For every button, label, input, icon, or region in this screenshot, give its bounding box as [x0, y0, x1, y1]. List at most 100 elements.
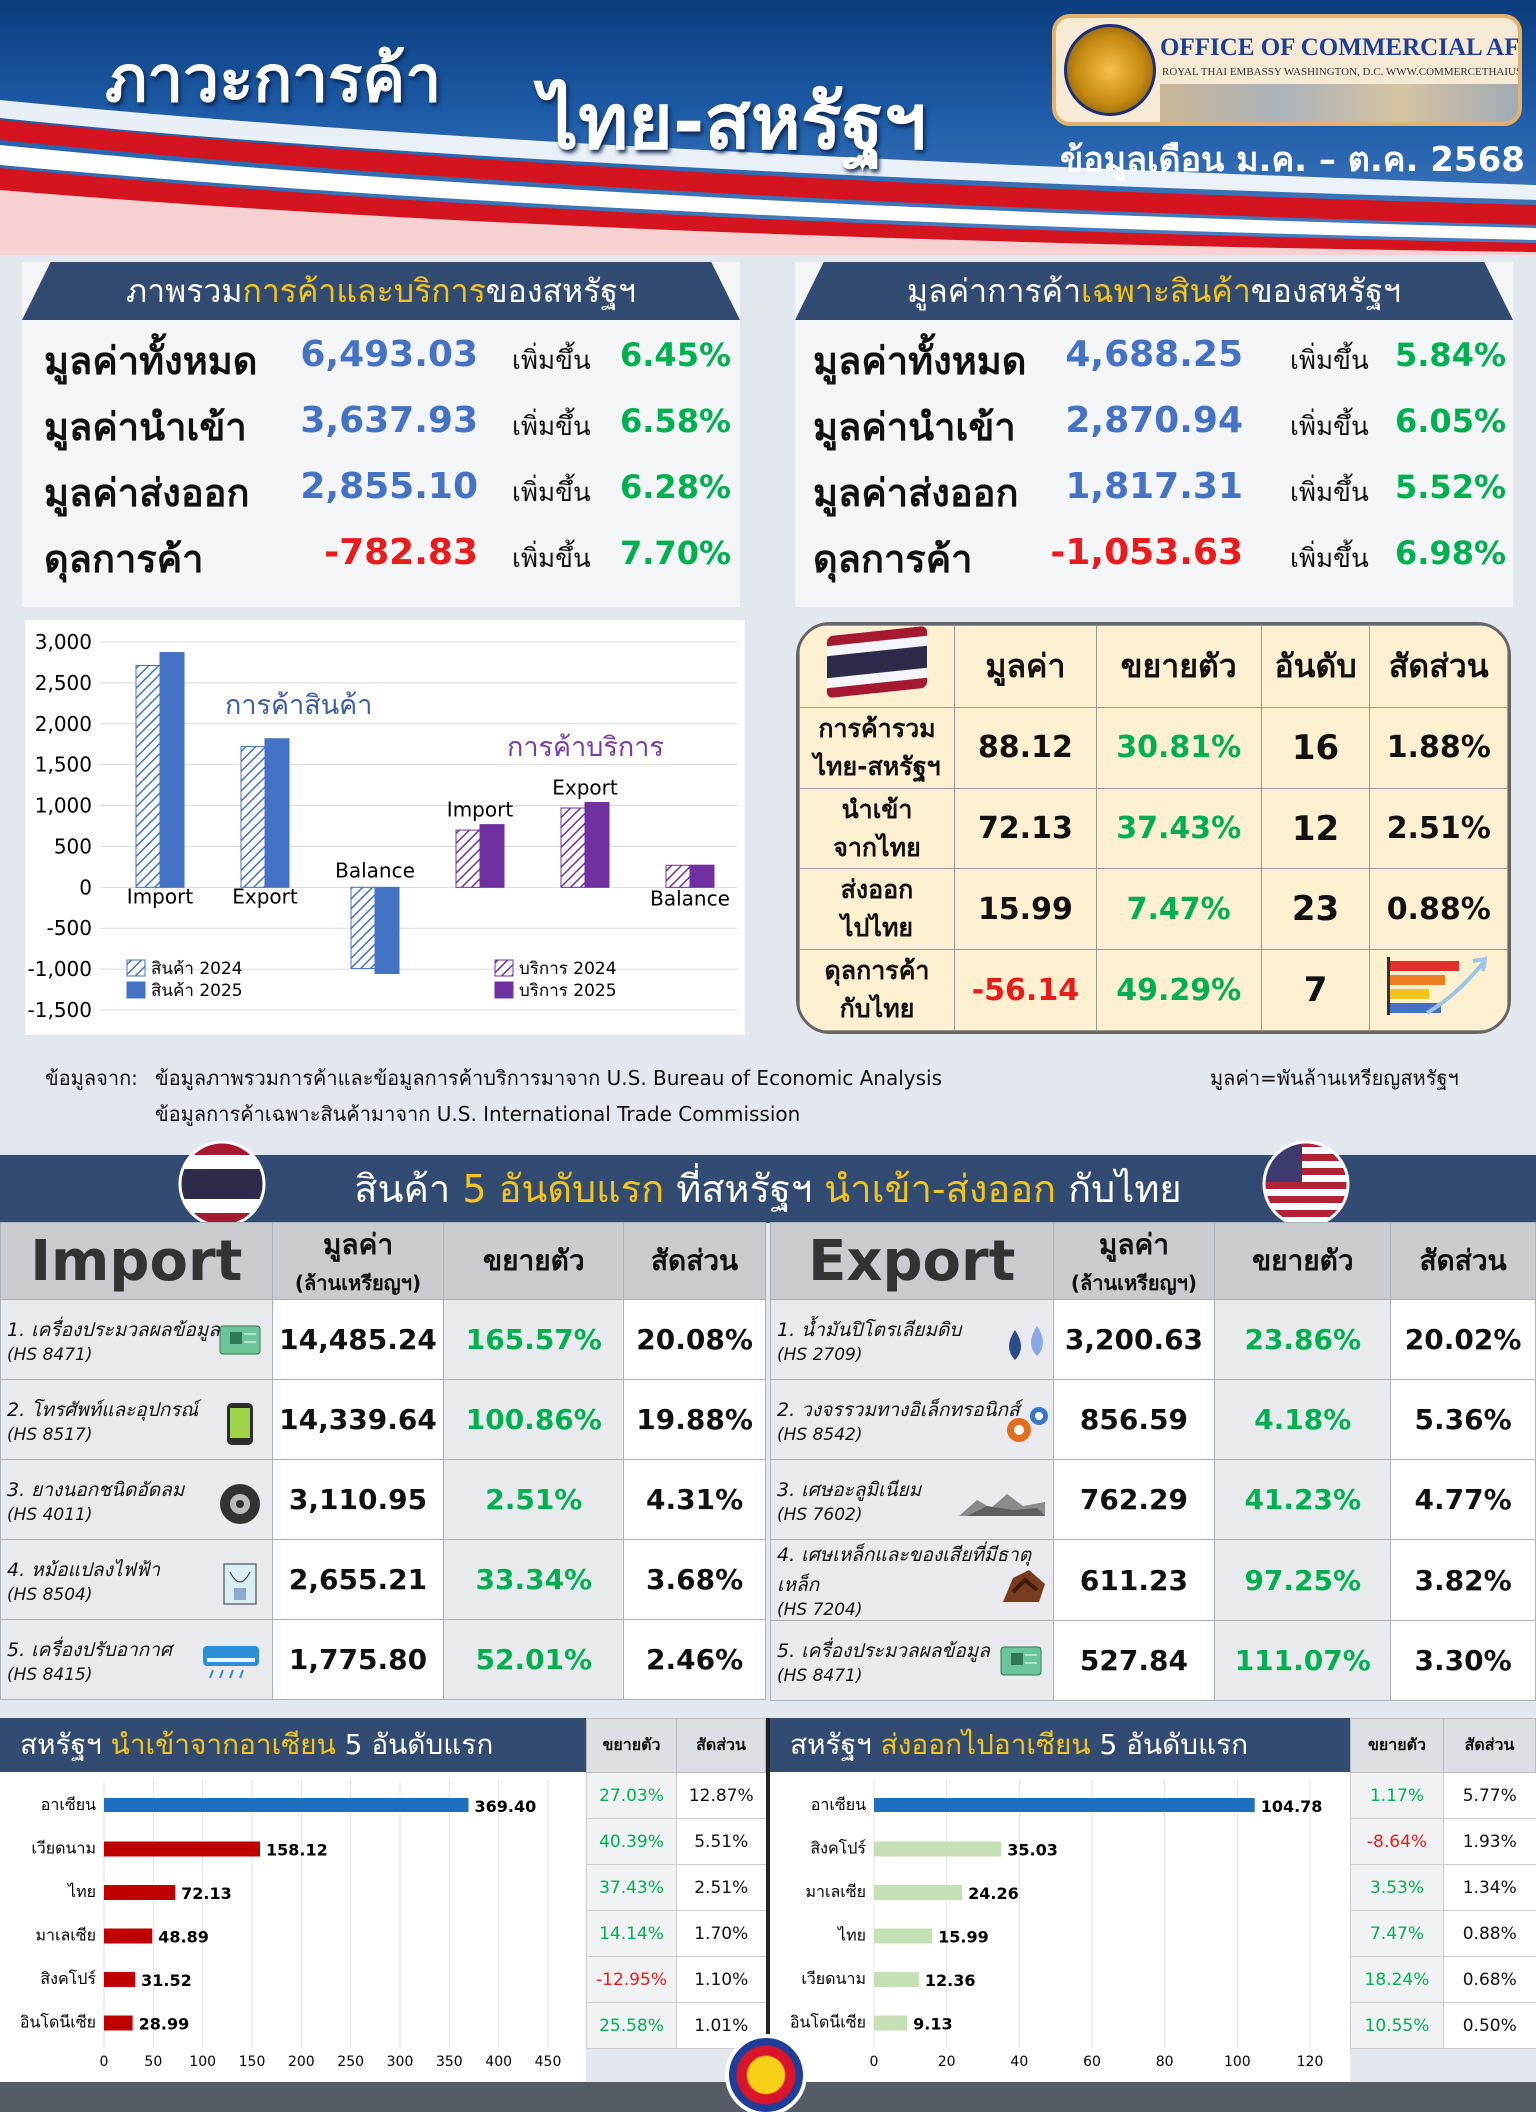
asean-table-row: 14.14% 1.70%: [586, 1910, 766, 1957]
phone-icon: [218, 1402, 262, 1445]
asean-value-label: 158.12: [266, 1841, 328, 1860]
asean-bar: [874, 1928, 933, 1944]
asean-country-label: อินโดนีเซีย: [790, 2013, 866, 2032]
flag-stripes: [0, 100, 1536, 255]
y-tick-label: -500: [47, 916, 92, 940]
product-growth: 41.23%: [1214, 1459, 1392, 1540]
asean-growth: 10.55%: [1350, 2002, 1444, 2049]
product-name: 1. น้ำมันปิโตรเลียมดิบ: [777, 1318, 962, 1341]
product-value: 1,775.80: [271, 1619, 445, 1700]
title-post: 5 อันดับแรก: [1099, 1728, 1249, 1761]
overview-row-change-label: เพิ่มขึ้น: [1290, 544, 1369, 574]
office-logo: OFFICE OF COMMERCIAL AFFAIRS ROYAL THAI …: [1052, 14, 1522, 126]
asean-value-label: 31.52: [141, 1971, 192, 1990]
overview-goods-panel: มูลค่าการค้าเฉพาะสินค้าของสหรัฐฯ มูลค่าท…: [795, 262, 1513, 607]
asean-bar: [104, 2015, 133, 2031]
bar-import: [479, 824, 505, 888]
legend-label: บริการ 2024: [519, 959, 617, 979]
iron-scrap-icon: [999, 1562, 1045, 1602]
thai-table-row: การค้ารวม ไทย-สหรัฐฯ 88.12 30.81% 16 1.88%: [799, 706, 1508, 789]
product-share: 20.08%: [623, 1299, 766, 1380]
overview-row-change: 7.70%: [620, 534, 732, 572]
thai-table-row: ดุลการค้า กับไทย -56.14 49.29% 7: [799, 949, 1508, 1031]
x-tick-label: 150: [239, 2054, 266, 2070]
overview-goods-services-title: ภาพรวมการค้าและบริการของสหรัฐฯ: [22, 262, 740, 320]
export-col-growth: ขยายตัว: [1214, 1222, 1392, 1300]
title-post: ของสหรัฐฯ: [485, 272, 636, 310]
y-tick-label: 1,000: [35, 794, 92, 818]
col-value-unit: (ล้านเหรียญฯ): [294, 1271, 422, 1295]
asean-country-label: เวียดนาม: [31, 1839, 96, 1858]
product-name-cell: 1. เครื่องประมวลผลข้อมูล (HS 8471): [0, 1299, 273, 1380]
product-name: 4. หม้อแปลงไฟฟ้า: [7, 1558, 160, 1581]
asean-share: 0.88%: [1443, 1910, 1536, 1957]
product-growth: 100.86%: [443, 1379, 625, 1460]
asean-bar: [874, 1798, 1255, 1812]
asean-bar: [874, 1885, 963, 1900]
category-label: Import: [447, 798, 514, 822]
y-tick-label: -1,500: [28, 998, 92, 1022]
asean-export-table: ขยายตัว สัดส่วน 1.17% 5.77% -8.64% 1.93% 3.53…: [1350, 1718, 1536, 2049]
thai-row-value: -56.14: [954, 949, 1097, 1031]
asean-table-row: -12.95% 1.10%: [586, 1956, 766, 2003]
circuit-board-icon: [218, 1322, 262, 1362]
asean-growth: 40.39%: [586, 1818, 677, 1865]
bar-export: [584, 801, 610, 888]
asean-share: 12.87%: [676, 1772, 766, 1819]
legend-label: สินค้า 2025: [151, 981, 243, 1001]
product-growth: 33.34%: [443, 1539, 625, 1620]
thai-table-row: นำเข้า จากไทย 72.13 37.43% 12 2.51%: [799, 787, 1508, 870]
import-title: Import: [0, 1222, 273, 1300]
product-name-cell: 4. หม้อแปลงไฟฟ้า (HS 8504): [0, 1539, 273, 1620]
top5-row: 4. เศษเหล็กและของเสียที่มีธาตุเหล็ก (HS 7…: [770, 1539, 1536, 1621]
overview-row-value: -782.83: [324, 532, 478, 573]
asean-table-row: 10.55% 0.50%: [1350, 2002, 1536, 2049]
scrap-icon: [957, 1482, 1047, 1522]
asean-value-label: 48.89: [158, 1928, 209, 1947]
x-tick-label: 200: [288, 2054, 315, 2070]
legend-label: สินค้า 2024: [151, 959, 243, 979]
asean-bar: [104, 1972, 136, 1987]
product-growth: 111.07%: [1214, 1620, 1392, 1701]
asean-bar: [104, 1841, 261, 1857]
x-tick-label: 350: [436, 2054, 463, 2070]
thai-row-growth: 37.43%: [1095, 787, 1262, 870]
asean-share: 1.93%: [1443, 1818, 1536, 1865]
y-tick-label: -1,000: [28, 957, 92, 981]
services-group-label: การค้าบริการ: [507, 732, 664, 763]
product-value: 762.29: [1052, 1459, 1216, 1540]
hs-code: (HS 7204): [777, 1600, 863, 1620]
asean-export-growth-header: ขยายตัว: [1350, 1718, 1444, 1773]
thai-row-value: 88.12: [954, 706, 1097, 789]
transformer-icon: [218, 1562, 262, 1605]
bar-balance: [689, 864, 715, 888]
asean-share: 0.50%: [1443, 2002, 1536, 2049]
col-value-label: มูลค่า: [1098, 1228, 1169, 1261]
overview-row-change-label: เพิ่มขึ้น: [512, 346, 591, 376]
y-tick-label: 2,000: [35, 712, 92, 736]
product-share: 3.30%: [1390, 1620, 1536, 1701]
thai-row-share: 0.88%: [1369, 868, 1508, 951]
asean-share: 1.10%: [676, 1956, 766, 2003]
oil-drops-icon: [999, 1322, 1043, 1362]
asean-value-label: 104.78: [1261, 1797, 1323, 1816]
product-name: 2. โทรศัพท์และอุปกรณ์: [7, 1398, 199, 1421]
hs-code: (HS 8471): [7, 1344, 93, 1365]
asean-country-label: อาเซียน: [41, 1795, 96, 1814]
asean-country-label: มาเลเซีย: [805, 1882, 866, 1901]
title-mid: ที่สหรัฐฯ: [676, 1167, 813, 1211]
unit-note: มูลค่า=พันล้านเหรียญสหรัฐฯ: [1210, 1066, 1459, 1090]
asean-growth: 27.03%: [586, 1772, 677, 1819]
tire-icon: [218, 1482, 262, 1524]
asean-table-row: -8.64% 1.93%: [1350, 1818, 1536, 1865]
import-col-share: สัดส่วน: [623, 1222, 766, 1300]
hs-code: (HS 8517): [7, 1424, 93, 1445]
x-tick-label: 100: [1224, 2054, 1251, 2070]
hs-code: (HS 8504): [7, 1584, 93, 1605]
overview-row-change: 6.58%: [620, 402, 732, 440]
product-name: 3. เศษอะลูมิเนียม: [777, 1478, 922, 1501]
asean-table-row: 27.03% 12.87%: [586, 1772, 766, 1819]
asean-value-label: 12.36: [925, 1971, 976, 1990]
header-banner: ภาวะการค้า ไทย-สหรัฐฯ OFFICE OF COMMERCI…: [0, 0, 1536, 255]
asean-country-label: สิงคโปร์: [40, 1969, 96, 1988]
